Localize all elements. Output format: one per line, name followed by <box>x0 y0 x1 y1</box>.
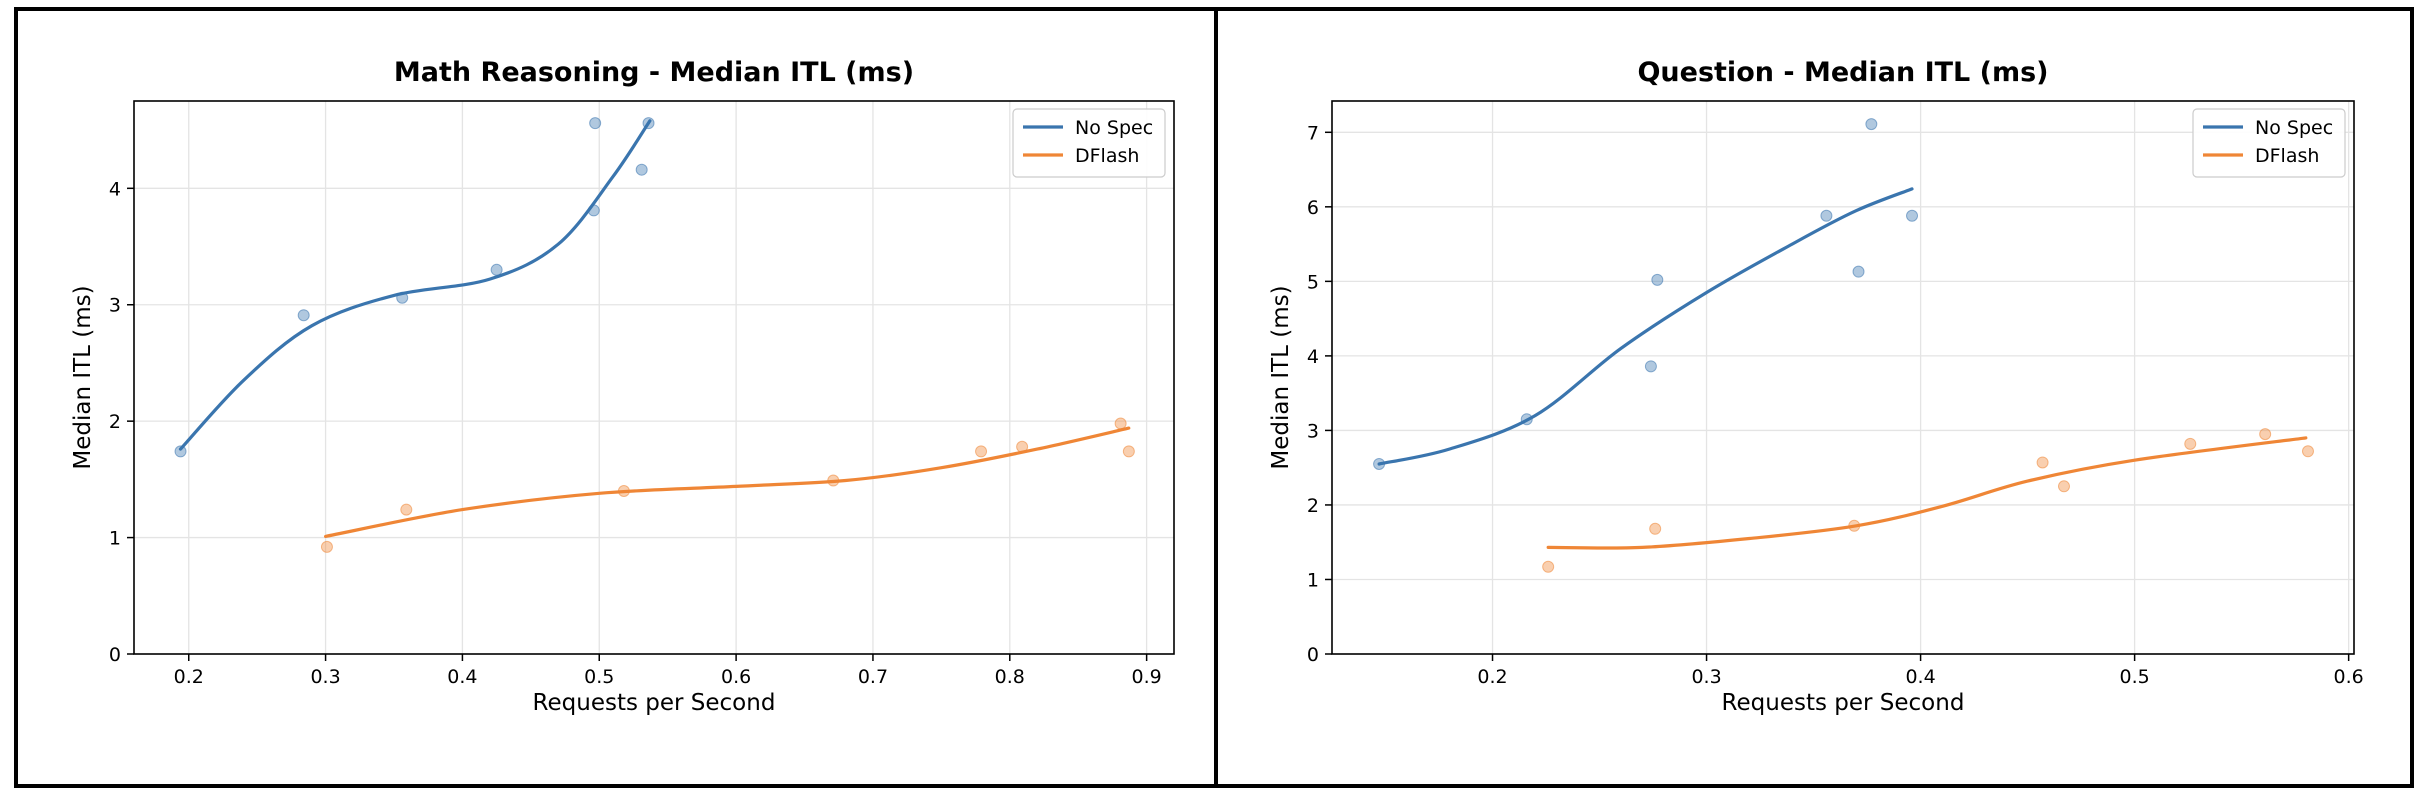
y-tick-label: 1 <box>109 528 121 550</box>
x-tick-label: 0.5 <box>584 666 614 688</box>
chart-title: Math Reasoning - Median ITL (ms) <box>394 57 914 88</box>
y-tick-label: 1 <box>1307 569 1319 591</box>
x-tick-label: 0.9 <box>1132 666 1162 688</box>
series-line-2 <box>1546 436 2308 550</box>
x-tick-label: 0.3 <box>1691 666 1721 688</box>
x-tick-label: 0.5 <box>2120 666 2150 688</box>
right-panel-frame <box>1214 7 2414 788</box>
x-tick-label: 0.4 <box>447 666 477 688</box>
data-point <box>490 263 503 276</box>
data-point <box>2036 456 2049 469</box>
data-point <box>589 117 602 130</box>
legend-label: No Spec <box>1075 117 1153 139</box>
x-tick-label: 0.2 <box>1477 666 1507 688</box>
plot-area <box>133 100 1175 655</box>
y-tick-label: 0 <box>1307 644 1319 666</box>
y-tick-label: 2 <box>109 411 121 433</box>
data-point <box>1820 209 1833 222</box>
legend: No Spec DFlash <box>2192 108 2346 178</box>
y-axis-label: Median ITL (ms) <box>70 285 96 469</box>
y-tick-label: 4 <box>109 178 121 200</box>
x-axis-label: Requests per Second <box>1722 690 1965 716</box>
plot-area <box>1331 100 2355 655</box>
data-point <box>827 474 840 487</box>
data-point <box>1906 209 1919 222</box>
x-tick-label: 0.3 <box>310 666 340 688</box>
chart-2: 0.2 0.3 0.4 0.5 0.6 0 1 2 3 4 5 6 7 Question - Median… <box>1268 57 2364 716</box>
data-point <box>1542 560 1555 573</box>
data-point <box>1520 413 1533 426</box>
chart-title: Question - Median ITL (ms) <box>1637 57 2048 88</box>
data-point <box>1644 360 1657 373</box>
data-point <box>396 291 409 304</box>
data-point <box>1651 273 1664 286</box>
data-point <box>1016 440 1029 453</box>
data-point <box>642 117 655 130</box>
x-tick-label: 0.4 <box>1905 666 1935 688</box>
y-tick-label: 6 <box>1307 197 1319 219</box>
data-point <box>587 204 600 217</box>
data-point <box>2301 445 2314 458</box>
y-tick-label: 3 <box>1307 420 1319 442</box>
data-point <box>320 540 333 553</box>
y-tick-label: 5 <box>1307 271 1319 293</box>
x-tick-label: 0.6 <box>721 666 751 688</box>
y-tick-label: 4 <box>1307 346 1319 368</box>
data-point <box>1865 118 1878 131</box>
data-point <box>1122 445 1135 458</box>
data-point <box>2184 437 2197 450</box>
data-point <box>1848 519 1861 532</box>
data-point <box>617 485 630 498</box>
data-point <box>635 163 648 176</box>
data-point <box>1852 265 1865 278</box>
data-point <box>1373 457 1386 470</box>
data-point <box>975 445 988 458</box>
data-point <box>1114 417 1127 430</box>
y-tick-label: 3 <box>109 295 121 317</box>
x-axis-label: Requests per Second <box>533 690 776 716</box>
y-axis-label: Median ITL (ms) <box>1268 285 1294 469</box>
series-line-2 <box>324 426 1131 538</box>
y-tick-label: 2 <box>1307 495 1319 517</box>
chart-1: 0.2 0.3 0.4 0.5 0.6 0.7 0.8 0.9 0 1 2 3 4 Math Reason… <box>70 57 1175 716</box>
x-tick-label: 0.7 <box>858 666 888 688</box>
data-point <box>400 503 413 516</box>
series-line-1 <box>1377 187 1914 466</box>
legend-label: No Spec <box>2255 117 2333 139</box>
legend-label: DFlash <box>1075 145 1139 167</box>
legend-label: DFlash <box>2255 145 2319 167</box>
y-tick-label: 7 <box>1307 122 1319 144</box>
x-tick-label: 0.6 <box>2334 666 2364 688</box>
legend: No Spec DFlash <box>1012 108 1166 178</box>
data-point <box>1649 522 1662 535</box>
series-line-1 <box>178 119 652 451</box>
y-tick-label: 0 <box>109 644 121 666</box>
x-tick-label: 0.2 <box>174 666 204 688</box>
x-tick-label: 0.8 <box>995 666 1025 688</box>
data-point <box>2259 428 2272 441</box>
data-point <box>174 445 187 458</box>
data-point <box>2057 480 2070 493</box>
data-point <box>297 309 310 322</box>
